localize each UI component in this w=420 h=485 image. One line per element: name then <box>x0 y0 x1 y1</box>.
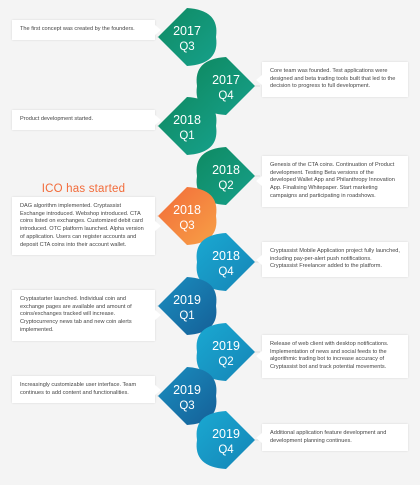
event-description: Core team was founded. Test applications… <box>270 68 396 90</box>
node-shape <box>158 187 217 245</box>
timeline-node-2018-q3: 2018 Q3 <box>158 187 217 245</box>
node-quarter: Q1 <box>179 310 194 322</box>
card-pointer <box>256 254 262 265</box>
node-quarter: Q4 <box>218 444 234 456</box>
node-shape <box>196 57 255 115</box>
node-quarter: Q3 <box>179 41 194 53</box>
node-shape <box>158 367 217 425</box>
event-description: Cryptassist Mobile Application project f… <box>270 248 400 270</box>
event-card-2018-q1: Product development started. <box>12 110 161 130</box>
node-quarter: Q2 <box>218 356 233 368</box>
card-pointer <box>256 432 262 443</box>
card-pointer <box>256 176 262 187</box>
event-description: The first concept was created by the fou… <box>20 26 135 32</box>
event-description: DAG algorithm implemented. Cryptassist E… <box>20 203 144 248</box>
node-year: 2018 <box>173 203 201 217</box>
timeline-node-2019-q2: 2019 Q2 <box>196 323 255 381</box>
node-year: 2017 <box>212 73 240 87</box>
event-card-2018-q3: DAG algorithm implemented. Cryptassist E… <box>12 197 161 256</box>
event-description: Product development started. <box>20 116 94 122</box>
event-description: Genesis of the CTA coins. Continuation o… <box>270 162 395 199</box>
node-shape <box>196 411 255 469</box>
event-card-2017-q3: The first concept was created by the fou… <box>12 20 161 40</box>
event-description: Release of web client with desktop notif… <box>270 341 389 371</box>
node-shape <box>158 8 217 66</box>
node-year: 2017 <box>173 24 201 38</box>
timeline-node-2018-q4: 2018 Q4 <box>196 233 255 291</box>
event-card-2019-q4: Additional application feature developme… <box>256 424 408 452</box>
card-pointer <box>155 24 161 35</box>
timeline-node-2019-q4: 2019 Q4 <box>196 411 255 469</box>
card-pointer <box>155 384 161 395</box>
timeline-nodes: 2017Q32017Q42018Q12018Q22018Q32018Q42019… <box>158 8 255 469</box>
timeline-node-2017-q4: 2017 Q4 <box>196 57 255 115</box>
node-shape <box>196 233 255 291</box>
timeline-node-2018-q2: 2018 Q2 <box>196 147 255 205</box>
card-pointer <box>155 114 161 125</box>
card-pointer <box>256 351 262 362</box>
ico-started-label: ICO has started <box>41 183 126 195</box>
event-card-2017-q4: Core team was founded. Test applications… <box>256 62 408 98</box>
node-shape <box>196 147 255 205</box>
node-shape <box>158 97 217 155</box>
timeline-node-2019-q1: 2019 Q1 <box>158 277 217 335</box>
node-quarter: Q3 <box>179 400 194 412</box>
card-pointer <box>155 221 161 232</box>
node-shape <box>158 277 217 335</box>
node-year: 2018 <box>212 163 240 177</box>
event-card-2019-q2: Release of web client with desktop notif… <box>256 335 408 378</box>
node-quarter: Q1 <box>179 130 194 142</box>
node-quarter: Q4 <box>218 90 234 102</box>
event-description: Additional application feature developme… <box>270 430 387 444</box>
node-quarter: Q2 <box>218 180 233 192</box>
node-year: 2018 <box>173 113 201 127</box>
timeline-node-2017-q3: 2017 Q3 <box>158 8 217 66</box>
node-quarter: Q4 <box>218 266 234 278</box>
node-year: 2019 <box>212 427 240 441</box>
node-year: 2019 <box>173 293 201 307</box>
node-quarter: Q3 <box>179 220 194 232</box>
card-pointer <box>155 310 161 321</box>
event-card-2019-q1: Cryptastarter launched. Individual coin … <box>12 290 161 341</box>
event-description: Increasingly customizable user interface… <box>20 382 137 396</box>
timeline-node-2019-q3: 2019 Q3 <box>158 367 217 425</box>
timeline-node-2018-q1: 2018 Q1 <box>158 97 217 155</box>
event-card-2018-q4: Cryptassist Mobile Application project f… <box>256 242 408 278</box>
card-pointer <box>256 74 262 85</box>
node-year: 2019 <box>212 339 240 353</box>
event-card-2019-q3: Increasingly customizable user interface… <box>12 376 161 404</box>
event-description: Cryptastarter launched. Individual coin … <box>20 296 132 333</box>
node-shape <box>196 323 255 381</box>
event-card-2018-q2: Genesis of the CTA coins. Continuation o… <box>256 156 408 207</box>
node-year: 2019 <box>173 383 201 397</box>
node-year: 2018 <box>212 249 240 263</box>
